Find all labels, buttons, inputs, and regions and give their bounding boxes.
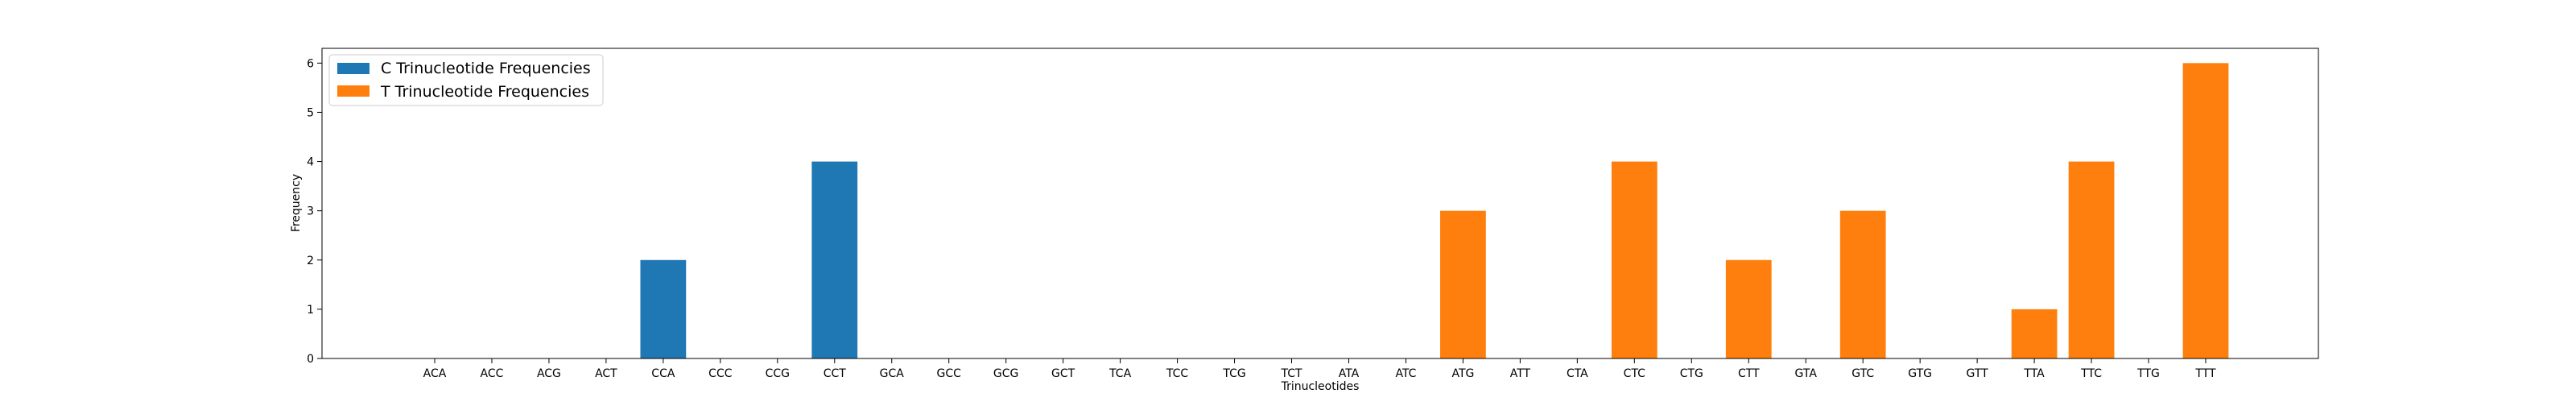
x-axis-label: Trinucleotides	[1281, 380, 1360, 393]
y-tick-label: 5	[307, 106, 314, 119]
legend-swatch-c	[337, 63, 369, 74]
x-tick-label: ACG	[537, 367, 561, 380]
x-tick-label: GCA	[880, 367, 905, 380]
x-tick-label: TTA	[2023, 367, 2045, 380]
x-tick-label: GCC	[937, 367, 962, 380]
y-tick-label: 2	[307, 255, 314, 267]
y-tick-label: 6	[307, 57, 314, 70]
x-tick-label: ACC	[481, 367, 504, 380]
legend: C Trinucleotide Frequencies T Trinucleot…	[328, 54, 604, 106]
y-tick-label: 3	[307, 205, 314, 218]
bar-t-gtc	[1839, 210, 1886, 358]
x-tick-label: ATT	[1510, 367, 1531, 380]
x-tick-label: GTC	[1852, 367, 1874, 380]
bar-t-ttc	[2068, 161, 2115, 358]
y-axis-ticks: 0 1 2 3 4 5 6	[307, 57, 322, 366]
bar-c-cct	[811, 161, 858, 358]
x-tick-label: CCC	[708, 367, 733, 380]
x-tick-label: CCT	[824, 367, 847, 380]
x-tick-label: CTA	[1567, 367, 1588, 380]
x-tick-label: GTG	[1908, 367, 1932, 380]
x-tick-label: GCT	[1051, 367, 1075, 380]
x-axis-ticks: ACA ACC ACG ACT CCA CCC CCG CCT GCA GCC GCG GCT TCA T…	[423, 358, 2216, 380]
legend-label-t: T Trinucleotide Frequencies	[380, 83, 589, 101]
legend-swatch-t	[337, 85, 369, 97]
plot-frame	[321, 48, 2319, 359]
x-tick-label: CTG	[1680, 367, 1703, 380]
x-tick-label: ATG	[1451, 367, 1474, 380]
bar-t-atg	[1440, 210, 1486, 358]
legend-label-c: C Trinucleotide Frequencies	[381, 60, 591, 77]
x-tick-label: TTT	[2194, 367, 2216, 380]
bar-t-ttt	[2182, 63, 2229, 358]
x-tick-label: CTT	[1738, 367, 1760, 380]
x-tick-label: CCG	[766, 367, 790, 380]
x-tick-label: GTT	[1967, 367, 1989, 380]
x-tick-label: CCA	[651, 367, 675, 380]
x-tick-label: TTG	[2136, 367, 2160, 380]
x-tick-label: ACA	[423, 367, 447, 380]
x-tick-label: TTC	[2080, 367, 2102, 380]
x-tick-label: TCT	[1280, 367, 1302, 380]
x-tick-label: TCA	[1108, 367, 1132, 380]
y-tick-label: 4	[307, 156, 314, 169]
legend-box	[328, 54, 604, 106]
x-tick-label: ATC	[1395, 367, 1416, 380]
bar-t-ctc	[1611, 161, 1657, 358]
x-tick-label: GTA	[1795, 367, 1818, 380]
y-tick-label: 0	[307, 353, 314, 366]
x-tick-label: ATA	[1339, 367, 1360, 380]
x-tick-label: ACT	[595, 367, 617, 380]
y-tick-label: 1	[307, 304, 314, 317]
y-axis-label: Frequency	[290, 174, 303, 232]
x-tick-label: CTC	[1624, 367, 1646, 380]
bar-t-tta	[2011, 309, 2058, 358]
x-tick-label: GCG	[993, 367, 1018, 380]
x-tick-label: TCC	[1166, 367, 1189, 380]
bar-c-cca	[640, 259, 687, 358]
bars-layer	[640, 63, 2229, 358]
bar-t-ctt	[1725, 259, 1772, 358]
x-tick-label: TCG	[1222, 367, 1245, 380]
